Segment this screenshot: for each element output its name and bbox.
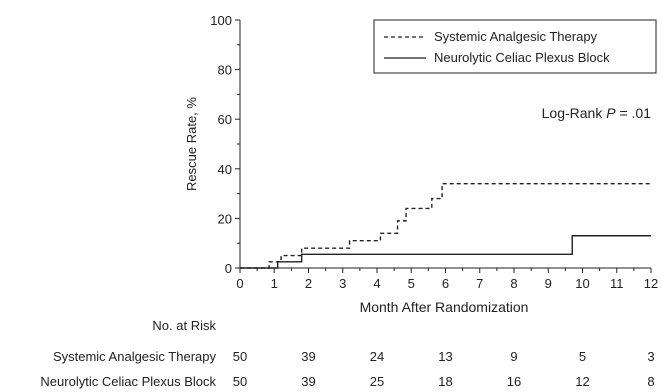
risk-row-label-neurolytic: Neurolytic Celiac Plexus Block bbox=[40, 374, 216, 389]
legend-label-neurolytic: Neurolytic Celiac Plexus Block bbox=[434, 50, 610, 65]
risk-value: 3 bbox=[647, 349, 654, 364]
series-systemic-line bbox=[240, 182, 651, 269]
y-tick-label: 60 bbox=[218, 112, 232, 127]
risk-table-title: No. at Risk bbox=[152, 318, 216, 333]
risk-value: 39 bbox=[301, 374, 315, 389]
y-tick-label: 80 bbox=[218, 63, 232, 78]
x-tick-label: 10 bbox=[575, 276, 589, 291]
x-tick-label: 6 bbox=[442, 276, 449, 291]
y-tick-label: 0 bbox=[225, 261, 232, 276]
log-rank-annotation: Log-Rank P = .01 bbox=[542, 105, 652, 121]
y-tick-label: 100 bbox=[210, 13, 232, 28]
y-tick-label: 20 bbox=[218, 211, 232, 226]
legend-box bbox=[373, 19, 657, 74]
risk-row-label-systemic: Systemic Analgesic Therapy bbox=[53, 349, 217, 364]
x-tick-label: 1 bbox=[271, 276, 278, 291]
x-tick-label: 12 bbox=[644, 276, 658, 291]
x-tick-label: 2 bbox=[305, 276, 312, 291]
x-axis-label: Month After Randomization bbox=[360, 299, 529, 315]
risk-value: 50 bbox=[233, 349, 247, 364]
risk-value: 18 bbox=[438, 374, 452, 389]
risk-value: 24 bbox=[370, 349, 384, 364]
risk-value: 39 bbox=[301, 349, 315, 364]
x-tick-label: 3 bbox=[339, 276, 346, 291]
x-tick-label: 4 bbox=[373, 276, 380, 291]
legend-label-systemic: Systemic Analgesic Therapy bbox=[434, 29, 598, 44]
x-tick-label: 9 bbox=[545, 276, 552, 291]
risk-value: 13 bbox=[438, 349, 452, 364]
y-tick-label: 40 bbox=[218, 162, 232, 177]
y-axis-label: Rescue Rate, % bbox=[184, 97, 199, 191]
log-rank-p: P bbox=[606, 105, 616, 121]
risk-value: 25 bbox=[370, 374, 384, 389]
risk-values: 50 39 24 13 9 5 3 50 39 25 18 16 12 8 bbox=[233, 349, 655, 389]
x-tick-label: 11 bbox=[610, 276, 624, 291]
series-layer bbox=[240, 182, 651, 269]
risk-table: No. at Risk Systemic Analgesic Therapy N… bbox=[40, 318, 654, 389]
log-rank-value: = .01 bbox=[616, 105, 652, 121]
risk-value: 5 bbox=[579, 349, 586, 364]
x-tick-label: 0 bbox=[236, 276, 243, 291]
legend: Systemic Analgesic Therapy Neurolytic Ce… bbox=[373, 19, 657, 74]
x-tick-label: 7 bbox=[476, 276, 483, 291]
risk-value: 50 bbox=[233, 374, 247, 389]
x-tick-label: 5 bbox=[408, 276, 415, 291]
log-rank-prefix: Log-Rank bbox=[542, 105, 607, 121]
risk-value: 16 bbox=[507, 374, 521, 389]
risk-value: 9 bbox=[510, 349, 517, 364]
risk-value: 12 bbox=[575, 374, 589, 389]
x-tick-label: 8 bbox=[510, 276, 517, 291]
series-neurolytic-line bbox=[240, 235, 651, 269]
risk-value: 8 bbox=[647, 374, 654, 389]
